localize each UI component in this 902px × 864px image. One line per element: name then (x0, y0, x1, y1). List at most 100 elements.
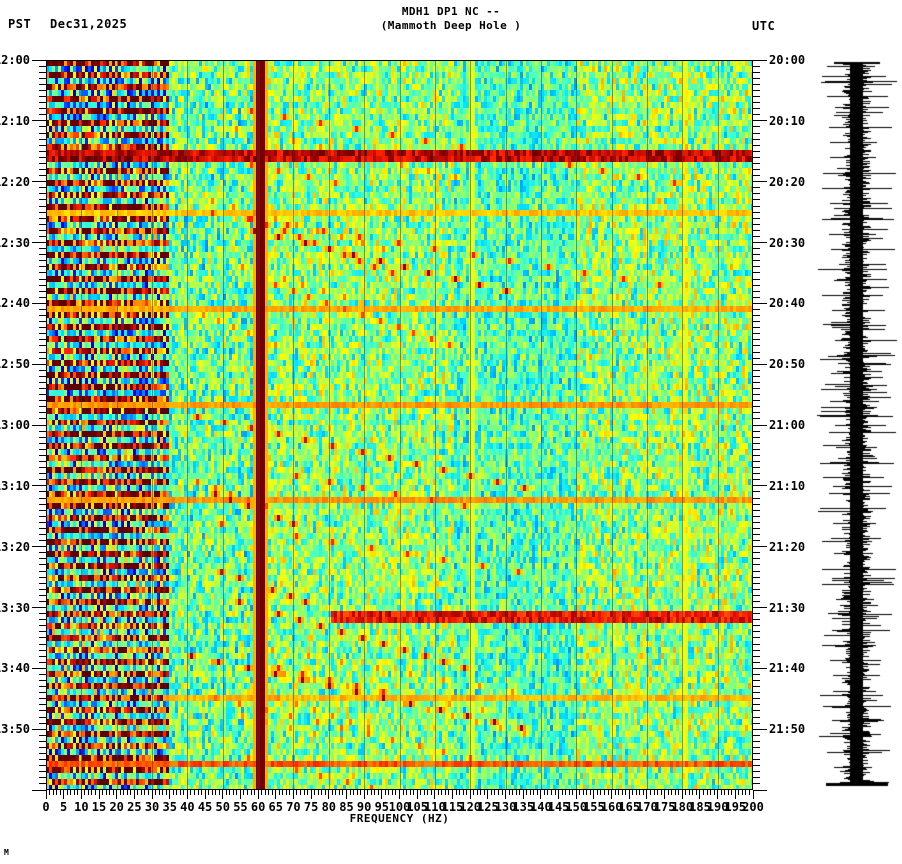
time-label-utc: 21:40 (769, 661, 806, 676)
time-tick-minor (753, 759, 760, 761)
freq-label: 0 (42, 800, 50, 814)
freq-tick-major (381, 790, 383, 799)
freq-tick-minor (720, 790, 722, 795)
freq-tick-minor (607, 790, 609, 795)
freq-tick-minor (526, 790, 528, 795)
freq-tick-minor (52, 790, 54, 795)
freq-tick-minor (441, 790, 443, 795)
time-tick-minor (753, 83, 760, 85)
freq-tick-minor (278, 790, 280, 795)
freq-tick-major (80, 790, 82, 799)
freq-label: 105 (406, 800, 429, 814)
time-tick-minor (753, 357, 760, 359)
freq-tick-minor (377, 790, 379, 795)
freq-tick-minor (741, 790, 743, 795)
freq-tick-minor (197, 790, 199, 795)
time-tick-minor (753, 503, 760, 505)
freq-tick-minor (731, 790, 733, 795)
helicorder-trace (810, 58, 902, 792)
time-tick-minor (753, 388, 760, 389)
time-label-utc: 21:20 (769, 539, 806, 554)
time-tick-minor (39, 114, 46, 116)
freq-tick-minor (614, 790, 616, 795)
freq-tick-minor (657, 790, 659, 795)
freq-tick-minor (667, 790, 669, 795)
freq-tick-major (681, 790, 683, 799)
time-tick-minor (753, 132, 760, 134)
freq-tick-major (664, 790, 666, 799)
spectrogram-plot[interactable] (46, 60, 753, 790)
time-tick-minor (753, 375, 760, 377)
time-tick-major (753, 789, 767, 791)
time-tick-minor (753, 351, 760, 353)
freq-label: 150 (565, 800, 588, 814)
freq-tick-minor (229, 790, 231, 795)
time-tick-minor (753, 448, 760, 450)
time-tick-minor (753, 114, 760, 116)
freq-tick-minor (317, 790, 319, 795)
freq-tick-minor (533, 790, 535, 795)
spectrogram-canvas (46, 60, 753, 790)
time-tick-minor (753, 138, 760, 140)
freq-tick-major (646, 790, 648, 799)
time-tick-minor (753, 126, 760, 128)
time-tick-minor (753, 540, 760, 542)
freq-label: 60 (250, 800, 266, 814)
freq-tick-minor (674, 790, 676, 795)
freq-tick-minor (703, 790, 704, 795)
time-tick-minor (39, 108, 46, 110)
freq-tick-minor (565, 790, 567, 795)
freq-tick-minor (568, 790, 570, 795)
time-label-pst: 13:20 (0, 539, 30, 554)
helicorder-canvas (810, 58, 902, 792)
time-tick-minor (39, 643, 46, 645)
freq-tick-minor (561, 790, 563, 795)
time-tick-minor (39, 308, 46, 310)
freq-tick-minor (356, 790, 358, 795)
freq-tick-minor (374, 790, 376, 795)
time-tick-minor (753, 96, 760, 97)
freq-tick-minor (232, 790, 234, 795)
freq-tick-minor (695, 790, 697, 795)
freq-tick-minor (84, 790, 86, 795)
freq-label: 200 (742, 800, 764, 814)
freq-tick-minor (586, 790, 588, 795)
time-tick-minor (39, 527, 46, 529)
freq-tick-minor (271, 790, 273, 795)
freq-tick-minor (508, 790, 510, 795)
time-tick-minor (753, 753, 760, 754)
freq-tick-minor (582, 790, 584, 795)
time-tick-minor (753, 339, 760, 341)
freq-tick-minor (444, 790, 446, 795)
freq-tick-minor (66, 790, 68, 795)
time-tick-minor (39, 96, 46, 97)
freq-label: 50 (215, 800, 230, 814)
freq-tick-minor (660, 790, 662, 795)
freq-tick-major (222, 790, 224, 799)
time-tick-minor (753, 527, 760, 529)
freq-tick-minor (713, 790, 715, 795)
time-tick-major (753, 667, 767, 669)
freq-tick-minor (123, 790, 125, 795)
time-tick-minor (39, 497, 46, 499)
freq-tick-minor (554, 790, 556, 795)
freq-tick-minor (324, 790, 326, 795)
time-tick-minor (753, 442, 760, 444)
time-tick-minor (753, 643, 760, 645)
date-label: Dec31,2025 (50, 17, 128, 31)
time-tick-minor (753, 71, 760, 73)
freq-label: 10 (74, 800, 89, 814)
time-tick-minor (39, 412, 46, 414)
time-tick-minor (39, 692, 46, 694)
frequency-axis-title: FREQUENCY (HZ) (349, 812, 450, 825)
time-tick-minor (753, 673, 760, 675)
time-tick-minor (39, 704, 46, 706)
freq-tick-minor (536, 790, 538, 795)
freq-tick-minor (342, 790, 344, 795)
freq-tick-minor (225, 790, 227, 795)
time-tick-minor (39, 686, 46, 688)
freq-tick-major (169, 790, 171, 799)
freq-label: 120 (459, 800, 482, 814)
time-tick-minor (753, 321, 760, 323)
time-tick-minor (39, 436, 46, 438)
